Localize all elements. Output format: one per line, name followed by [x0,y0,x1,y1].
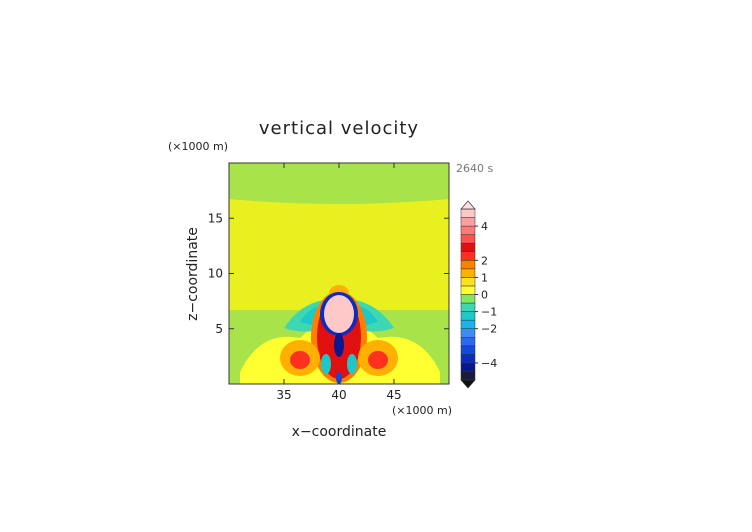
y-unit-label: (×1000 m) [168,140,228,153]
colorbar-swatch [460,354,476,364]
colorbar-swatch [460,371,476,381]
colorbar-swatch [460,285,476,295]
left-cyan-cell [321,354,331,374]
y-tick-label: 5 [215,322,223,336]
colorbar-swatch [460,337,476,347]
x-tick-label: 35 [276,388,291,402]
inner-downdraft-core [334,333,344,357]
plot-area [228,162,450,385]
y-axis: 5 10 15 [208,211,449,336]
time-label: 2640 s [456,162,493,175]
colorbar-label: −2 [481,323,497,336]
colorbar-swatch [460,260,476,270]
colorbar-swatch [460,242,476,252]
x-unit-label: (×1000 m) [392,404,452,417]
colorbar-swatch [460,311,476,321]
y-tick-label: 15 [208,211,223,225]
colorbar-max-arrow [460,200,476,210]
colorbar-swatch [460,268,476,278]
x-axis-label: x−coordinate [292,424,387,440]
colorbar-swatch [460,302,476,312]
colorbar-label: 0 [481,289,488,302]
x-tick-label: 45 [386,388,401,402]
updraft-peak [324,295,354,333]
colorbar-swatch [460,362,476,372]
colorbar-swatch [460,251,476,261]
upper-band-edge [229,199,449,206]
colorbar-swatch [460,225,476,235]
colorbar-swatch [460,277,476,287]
colorbar-swatch [460,234,476,244]
colorbar-swatch [460,319,476,329]
surface-downdraft-cell [336,372,342,384]
chart-title: vertical velocity [259,118,419,139]
colorbar-label: 4 [481,220,488,233]
colorbar-label: 2 [481,254,488,267]
right-red-lobe [368,351,388,369]
colorbar-swatch [460,328,476,338]
colorbar-label: 1 [481,271,488,284]
colorbar-label: −4 [481,357,497,370]
colorbar-swatch [460,208,476,218]
x-axis: 35 40 45 [276,163,402,402]
colorbar-label: −1 [481,306,497,319]
y-axis-label: z−coordinate [185,227,201,321]
colorbar-swatch [460,294,476,304]
right-cyan-cell [347,354,357,374]
y-tick-label: 10 [208,267,223,281]
x-tick-label: 40 [331,388,346,402]
colorbar-min-arrow [460,379,476,389]
colorbar-swatch [460,217,476,227]
colorbar: 4 2 1 0 −1 −2 −4 [460,200,497,389]
colorbar-swatch [460,345,476,355]
left-red-lobe [290,351,310,369]
